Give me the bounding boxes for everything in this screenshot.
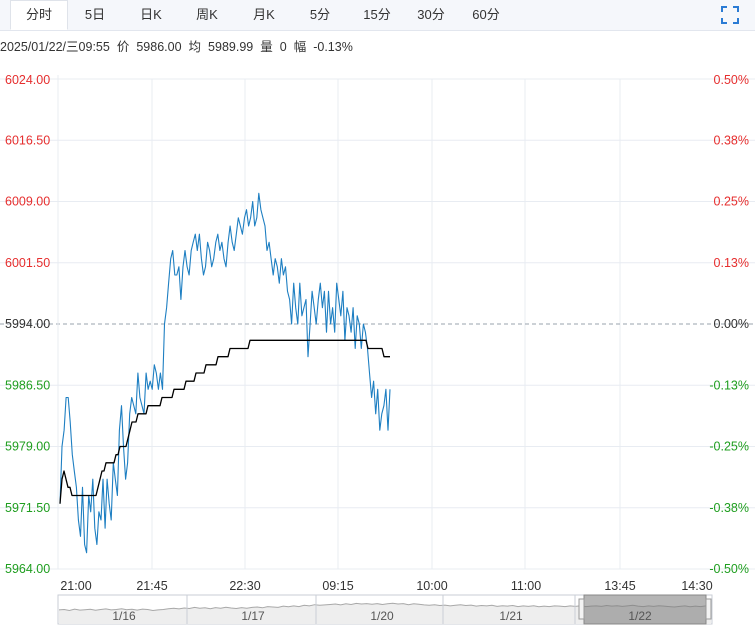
avg-label: 均	[188, 40, 202, 54]
x-tick-label: 22:30	[229, 579, 260, 593]
y-tick-label: 5994.00	[5, 317, 50, 331]
y-tick-label: 5979.00	[5, 440, 50, 454]
volume-label: 量	[260, 40, 273, 54]
navigator-selection[interactable]	[583, 594, 707, 625]
price-line	[59, 192, 391, 554]
y-tick-label: 6024.00	[5, 73, 50, 87]
average-line	[59, 339, 390, 504]
y-tick-pct-label: 0.38%	[714, 133, 749, 147]
y-tick-pct-label: -0.38%	[709, 501, 749, 515]
y-tick-pct-label: -0.13%	[709, 378, 749, 392]
x-tick-label: 09:15	[322, 579, 353, 593]
y-tick-label: 5986.50	[5, 378, 50, 392]
y-tick-label: 5971.50	[5, 501, 50, 515]
navigator-date-label: 1/21	[499, 609, 523, 623]
y-tick-pct-label: 0.00%	[714, 317, 749, 331]
y-tick-pct-label: -0.25%	[709, 440, 749, 454]
change-value: -0.13%	[313, 40, 353, 54]
tab-0[interactable]: 分时	[10, 0, 68, 30]
y-tick-label: 6016.50	[5, 133, 50, 147]
tab-1[interactable]: 5日	[84, 7, 106, 22]
navigator-date-label: 1/22	[628, 609, 652, 623]
y-tick-label: 6009.00	[5, 195, 50, 209]
x-tick-label: 10:00	[416, 579, 447, 593]
avg-value: 5989.99	[208, 40, 254, 54]
period-tab-bar: 分时 5日 日K 周K 月K 5分 15分 30分 60分	[0, 0, 755, 31]
navigator-date-label: 1/17	[241, 609, 265, 623]
tab-8[interactable]: 60分	[472, 7, 500, 22]
quote-info-bar: 2025/01/22/三09:55 价 5986.00 均 5989.99 量 0 幅 -0.1…	[0, 38, 360, 56]
y-tick-label: 5964.00	[5, 562, 50, 576]
y-tick-pct-label: 0.13%	[714, 256, 749, 270]
navigator-date-label: 1/16	[112, 609, 136, 623]
navigator-handle-left[interactable]	[578, 598, 585, 620]
tab-3[interactable]: 周K	[196, 7, 218, 22]
y-tick-label: 6001.50	[5, 256, 50, 270]
x-tick-label: 21:00	[60, 579, 91, 593]
tab-4[interactable]: 月K	[253, 7, 275, 22]
x-tick-label: 14:30	[681, 579, 712, 593]
x-tick-label: 21:45	[136, 579, 167, 593]
y-tick-pct-label: 0.50%	[714, 73, 749, 87]
volume-value: 0	[279, 40, 287, 54]
x-tick-label: 11:00	[511, 579, 541, 593]
tab-7[interactable]: 30分	[417, 7, 445, 22]
change-label: 幅	[293, 40, 307, 54]
x-tick-label: 13:45	[604, 579, 635, 593]
fullscreen-icon[interactable]	[719, 4, 741, 26]
tab-5[interactable]: 5分	[309, 7, 331, 22]
y-tick-pct-label: 0.25%	[714, 195, 749, 209]
navigator-handle-right[interactable]	[705, 598, 712, 620]
navigator-date-label: 1/20	[370, 609, 394, 623]
y-tick-pct-label: -0.50%	[709, 562, 749, 576]
tab-6[interactable]: 15分	[363, 7, 391, 22]
price-label: 价	[116, 40, 130, 54]
tab-2[interactable]: 日K	[140, 7, 162, 22]
quote-datetime: 2025/01/22/三09:55	[0, 40, 110, 54]
price-value: 5986.00	[136, 40, 182, 54]
